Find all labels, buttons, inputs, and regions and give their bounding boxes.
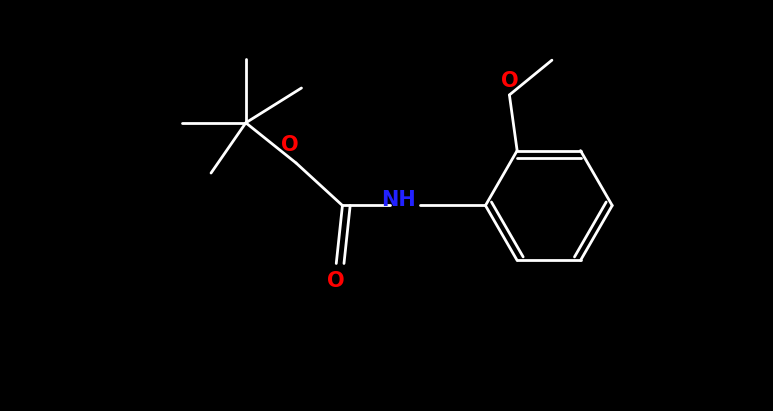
Text: O: O (328, 271, 345, 291)
Text: O: O (281, 135, 298, 155)
Text: NH: NH (381, 190, 416, 210)
Text: O: O (501, 71, 518, 91)
